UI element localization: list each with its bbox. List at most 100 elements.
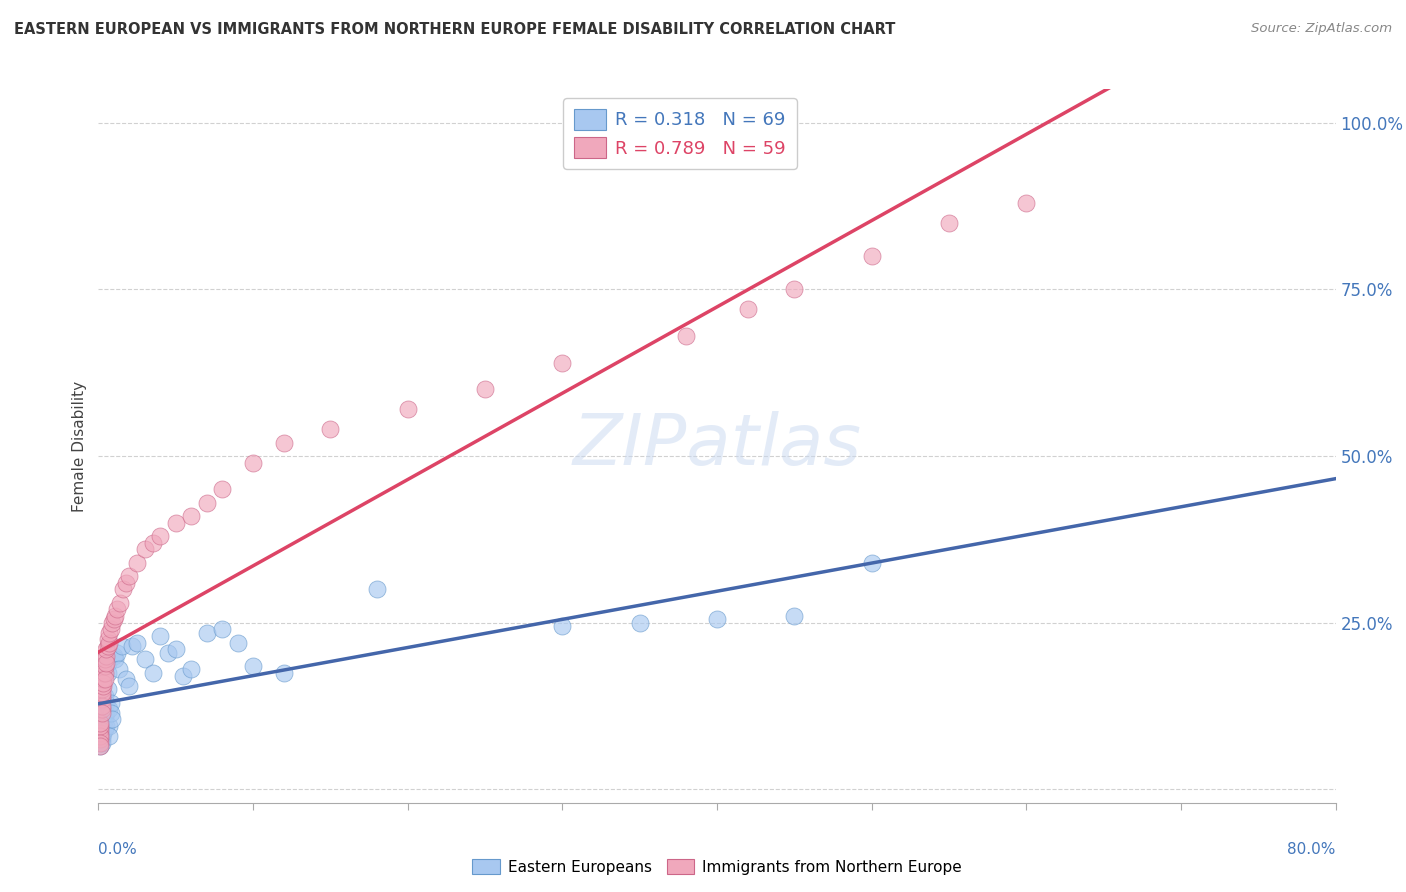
Point <box>100 696 122 710</box>
Point <box>98 729 121 743</box>
Point <box>165 642 187 657</box>
Point <box>172 669 194 683</box>
Point <box>93 706 115 720</box>
Text: EASTERN EUROPEAN VS IMMIGRANTS FROM NORTHERN EUROPE FEMALE DISABILITY CORRELATIO: EASTERN EUROPEAN VS IMMIGRANTS FROM NORT… <box>14 22 896 37</box>
Point <box>103 612 125 626</box>
Point <box>127 556 149 570</box>
Point <box>195 625 218 640</box>
Point <box>90 723 112 737</box>
Point <box>100 623 122 637</box>
Point <box>89 719 111 733</box>
Point <box>165 516 187 530</box>
Point <box>96 656 118 670</box>
Point <box>90 699 112 714</box>
Point <box>97 632 120 647</box>
Point <box>89 723 111 737</box>
Point <box>90 706 112 720</box>
Point <box>91 679 114 693</box>
Point <box>89 715 111 730</box>
Point <box>101 615 124 630</box>
Point <box>118 569 141 583</box>
Point <box>319 422 342 436</box>
Point <box>93 659 115 673</box>
Point <box>91 673 114 687</box>
Point <box>91 696 114 710</box>
Point <box>273 665 295 680</box>
Point <box>211 623 233 637</box>
Point <box>93 673 115 687</box>
Point <box>273 435 295 450</box>
Point <box>121 639 143 653</box>
Point <box>149 529 172 543</box>
Point <box>93 652 115 666</box>
Point <box>141 665 165 680</box>
Point <box>783 609 806 624</box>
Point <box>89 725 111 739</box>
Point <box>860 249 883 263</box>
Point <box>96 706 118 720</box>
Point <box>706 612 728 626</box>
Point <box>628 615 651 630</box>
Point <box>89 729 111 743</box>
Point <box>242 456 264 470</box>
Point <box>93 699 115 714</box>
Point <box>211 483 233 497</box>
Point <box>195 496 218 510</box>
Text: ZIPatlas: ZIPatlas <box>572 411 862 481</box>
Point <box>89 713 111 727</box>
Point <box>96 719 118 733</box>
Point <box>783 282 806 296</box>
Point <box>96 696 118 710</box>
Text: 0.0%: 0.0% <box>98 842 138 857</box>
Point <box>90 725 112 739</box>
Point <box>127 636 149 650</box>
Point <box>91 709 114 723</box>
Point <box>90 689 112 703</box>
Point <box>474 382 496 396</box>
Point <box>157 646 180 660</box>
Point <box>93 723 115 737</box>
Point <box>97 639 120 653</box>
Point <box>860 556 883 570</box>
Point <box>89 739 111 753</box>
Point <box>551 356 574 370</box>
Point <box>89 723 111 737</box>
Point <box>90 713 112 727</box>
Point <box>91 725 114 739</box>
Point <box>107 662 129 676</box>
Point <box>90 729 112 743</box>
Point <box>97 665 120 680</box>
Point <box>91 702 114 716</box>
Point <box>90 692 112 706</box>
Point <box>89 719 111 733</box>
Point <box>366 582 388 597</box>
Point <box>93 689 115 703</box>
Point <box>115 673 138 687</box>
Point <box>89 736 111 750</box>
Point <box>675 329 697 343</box>
Point <box>89 739 111 753</box>
Point <box>100 706 122 720</box>
Point <box>737 302 759 317</box>
Point <box>93 665 115 680</box>
Point <box>105 646 128 660</box>
Y-axis label: Female Disability: Female Disability <box>72 380 87 512</box>
Point <box>90 736 112 750</box>
Point <box>134 542 156 557</box>
Point <box>115 575 138 590</box>
Point <box>96 642 118 657</box>
Point <box>104 609 127 624</box>
Point <box>98 719 121 733</box>
Point <box>141 535 165 549</box>
Point <box>97 682 120 697</box>
Point <box>111 639 132 653</box>
Point <box>91 665 114 680</box>
Point <box>242 659 264 673</box>
Point <box>90 715 112 730</box>
Point <box>91 719 114 733</box>
Point <box>112 582 135 597</box>
Point <box>98 636 121 650</box>
Point <box>1015 195 1038 210</box>
Point <box>105 602 128 616</box>
Point <box>89 725 111 739</box>
